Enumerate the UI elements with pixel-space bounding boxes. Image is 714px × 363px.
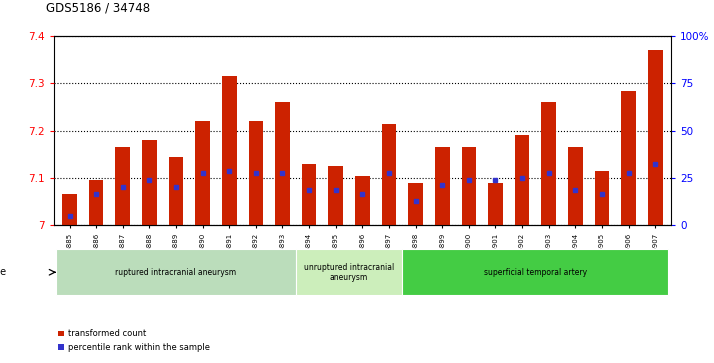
Text: tissue: tissue [0,267,7,277]
Bar [222,76,236,225]
Bar [275,102,290,225]
Bar [116,147,130,225]
Bar [488,183,503,225]
Bar [541,102,556,225]
Bar [568,147,583,225]
Text: ruptured intracranial aneurysm: ruptured intracranial aneurysm [116,268,236,277]
Bar [56,249,296,295]
Bar [621,90,636,225]
Text: unruptured intracranial
aneurysm: unruptured intracranial aneurysm [304,262,394,282]
Bar [89,180,104,225]
Bar [169,157,183,225]
Bar [142,140,156,225]
Bar [382,124,396,225]
Legend: transformed count, percentile rank within the sample: transformed count, percentile rank withi… [58,329,210,352]
Bar [435,147,450,225]
Bar [62,194,77,225]
Bar [328,166,343,225]
Text: superficial temporal artery: superficial temporal artery [484,268,587,277]
Bar [355,175,370,225]
Text: GDS5186 / 34748: GDS5186 / 34748 [46,1,151,15]
Bar [402,249,668,295]
Bar [248,121,263,225]
Bar [515,135,529,225]
Bar [196,121,210,225]
Bar [595,171,609,225]
Bar [648,50,663,225]
Bar [296,249,402,295]
Bar [302,164,316,225]
Bar [408,183,423,225]
Bar [461,147,476,225]
